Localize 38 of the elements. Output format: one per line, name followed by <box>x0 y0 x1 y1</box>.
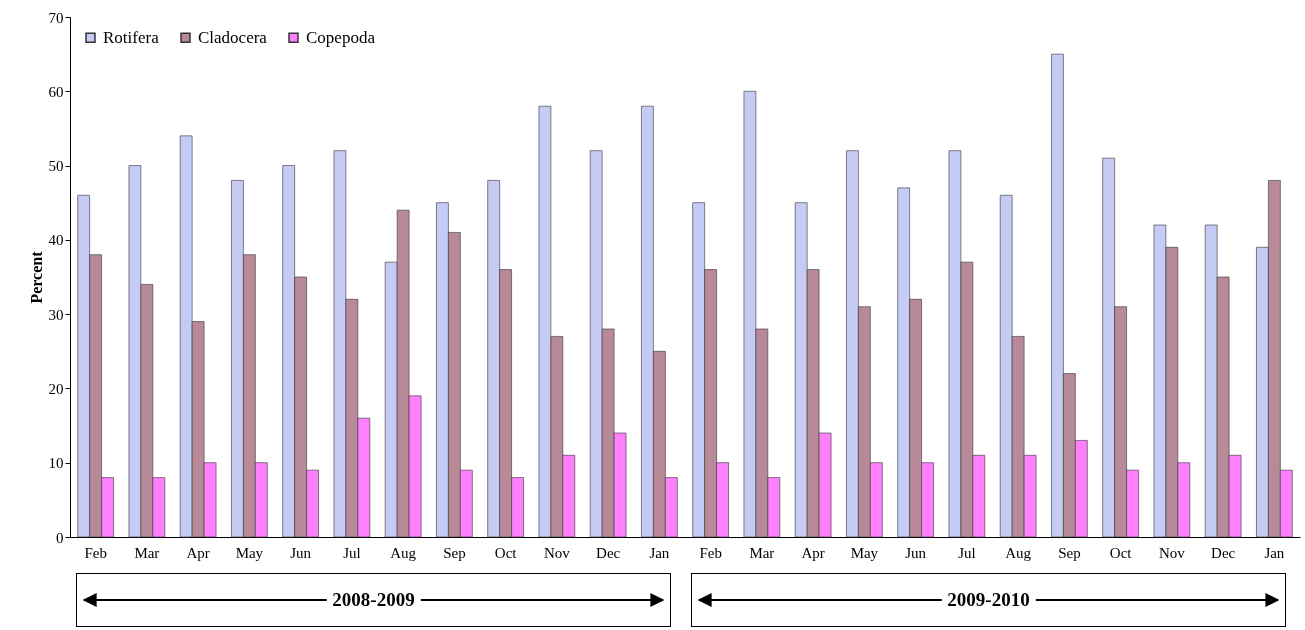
y-tick-label: 50 <box>48 158 64 175</box>
y-tick-label: 40 <box>48 232 64 249</box>
legend-label: Copepoda <box>306 27 376 47</box>
y-tick-label: 0 <box>56 529 64 546</box>
x-tick-label: Nov <box>543 544 571 561</box>
y-tick-label: 60 <box>48 83 64 100</box>
x-tick-label: Mar <box>749 544 775 561</box>
x-tick-label: Jan <box>1264 544 1285 561</box>
y-axis-title: Percent <box>27 250 45 304</box>
text: 2008-2009 <box>326 589 421 611</box>
x-tick-label: Jul <box>958 544 976 561</box>
x-tick-label: Jun <box>290 544 312 561</box>
x-tick-label: Sep <box>443 544 466 561</box>
x-tick-label: Dec <box>1211 544 1236 561</box>
x-tick-label: May <box>235 544 264 561</box>
y-tick-label: 70 <box>48 9 64 26</box>
x-tick-label: Jan <box>649 544 670 561</box>
x-tick-label: Oct <box>494 544 518 561</box>
x-tick-label: May <box>850 544 879 561</box>
x-tick-label: Dec <box>596 544 621 561</box>
y-tick-label: 10 <box>48 455 64 472</box>
y-tick-label: 30 <box>48 306 64 323</box>
x-tick-label: Sep <box>1058 544 1081 561</box>
x-tick-label: Apr <box>186 544 210 561</box>
x-tick-label: Aug <box>390 544 417 561</box>
x-tick-label: Feb <box>699 544 722 561</box>
text: 2009-2010 <box>941 589 1036 611</box>
x-tick-label: Apr <box>801 544 825 561</box>
x-tick-label: Feb <box>84 544 107 561</box>
x-tick-label: Aug <box>1005 544 1032 561</box>
x-tick-label: Mar <box>134 544 160 561</box>
x-tick-label: Jul <box>343 544 361 561</box>
legend-label: Rotifera <box>103 27 160 47</box>
y-tick-label: 20 <box>48 380 64 397</box>
legend-label: Cladocera <box>198 27 268 47</box>
x-tick-label: Nov <box>1158 544 1186 561</box>
x-tick-label: Oct <box>1109 544 1133 561</box>
x-tick-label: Jun <box>905 544 927 561</box>
